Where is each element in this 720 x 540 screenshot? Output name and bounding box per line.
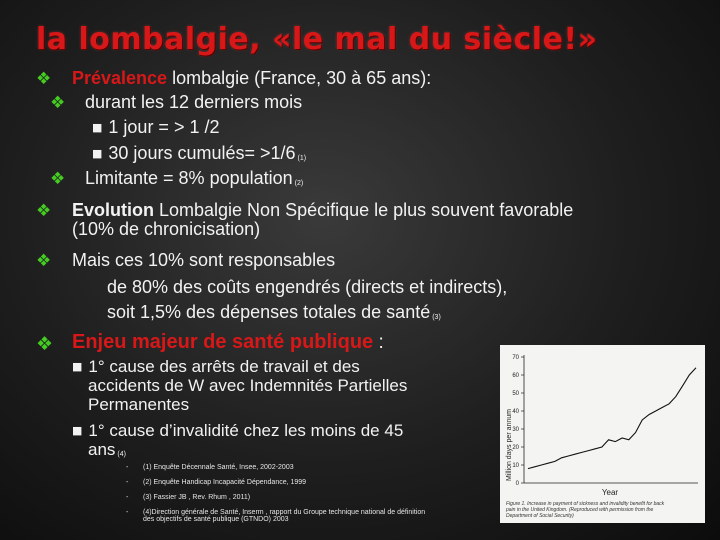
first-cause-invalidity-line-1: 1° cause d’invalidité chez les moins de … — [88, 421, 404, 440]
sub-sub-bullet-1-day: ■ 1 jour = > 1 /2 — [92, 117, 220, 138]
reference-4: (4)Direction générale de Santé, Inserm ,… — [143, 509, 426, 516]
ref-marker: (3) — [432, 314, 441, 321]
sub-bullet-first-cause-work: ■ 1° cause des arrêts de travail et des — [72, 357, 360, 377]
back-pain-benefit-chart: Million days per annum 0 10 20 30 40 50 60 70 Y… — [500, 345, 705, 523]
chart-y-tick-label: 60 — [512, 373, 519, 379]
slide-title: la lombalgie, «le mal du siècle!» — [36, 22, 598, 57]
limitante-text: Limitante = 8% population — [85, 168, 293, 188]
chart-series-line — [527, 367, 697, 470]
reference-4-cont: des objectifs de santé publique (GTNDO) … — [143, 516, 289, 523]
first-cause-work-line-2: accidents de W avec Indemnités Partielle… — [88, 376, 408, 395]
sub-bullet-first-cause-invalidity: ■ 1° cause d’invalidité chez les moins de… — [72, 421, 404, 441]
diamond-clover-icon: ❖ — [36, 69, 52, 89]
chart-y-tick-label: 30 — [512, 427, 519, 433]
chart-y-tick-label: 0 — [516, 481, 520, 487]
chart-caption-line-2: pain in the United Kingdom. (Reproduced … — [505, 507, 654, 513]
one-day-text: 1 jour = > 1 /2 — [108, 117, 220, 137]
prevalence-label: Prévalence — [72, 68, 168, 88]
ref-dash: - — [126, 464, 129, 471]
first-cause-work-line-3: Permanentes — [88, 395, 190, 414]
bullet-evolution: Evolution Lombalgie Non Spécifique le pl… — [72, 200, 574, 221]
costs-text: soit 1,5% des dépenses totales de santé — [107, 302, 431, 322]
diamond-clover-icon: ❖ — [36, 251, 52, 271]
reference-1: (1) Enquête Décennale Santé, Insee, 2002… — [143, 464, 294, 471]
chart-x-axis-label: Year — [602, 488, 619, 497]
public-health-colon: : — [373, 332, 384, 353]
diamond-clover-icon: ❖ — [36, 201, 52, 221]
reference-2: (2) Enquête Handicap Incapacité Dépendan… — [143, 479, 307, 486]
chart-svg: Million days per annum 0 10 20 30 40 50 60 70 Y… — [505, 355, 698, 519]
bullet-public-health: Enjeu majeur de santé publique : — [72, 331, 384, 354]
chart-caption-line-3: Department of Social Security) — [506, 513, 574, 519]
sub-bullet-12-months: durant les 12 derniers mois — [85, 92, 303, 112]
square-icon: ■ — [72, 360, 83, 373]
evolution-line-2: (10% de chronicisation) — [72, 219, 261, 239]
chart-y-axis-label: Million days per annum — [506, 409, 513, 481]
square-icon: ■ — [72, 424, 83, 437]
ref-dash: - — [126, 509, 129, 516]
ref-dash: - — [126, 479, 129, 486]
chart-y-tick-label: 40 — [512, 409, 519, 415]
public-health-label: Enjeu majeur de santé publique — [72, 331, 374, 353]
sub-bullet-limitante: Limitante = 8% population (2) — [85, 168, 304, 189]
evolution-label: Evolution — [72, 200, 154, 220]
bullet-costs-line-3: soit 1,5% des dépenses totales de santé(… — [107, 302, 441, 323]
chart-caption-line-1: Figure 1. Increase in payment of sicknes… — [506, 501, 665, 507]
prevalence-text: lombalgie (France, 30 à 65 ans): — [167, 68, 432, 88]
square-icon: ■ — [92, 121, 103, 134]
chart-y-tick-label: 20 — [512, 445, 519, 451]
reference-3: (3) Fassier JB , Rev. Rhum , 2011) — [143, 494, 251, 501]
invalidity-ans: ans — [88, 440, 116, 459]
chart-y-tick-label: 70 — [512, 355, 519, 361]
ref-marker: (1) — [297, 155, 307, 162]
bullet-prevalence: Prévalence lombalgie (France, 30 à 65 an… — [72, 68, 432, 89]
evolution-text: Lombalgie Non Spécifique le plus souvent… — [154, 200, 574, 220]
square-icon: ■ — [92, 147, 103, 160]
ref-marker: (2) — [294, 180, 304, 187]
first-cause-work-line-1: 1° cause des arrêts de travail et des — [88, 357, 360, 376]
bullet-costs-line-2: de 80% des coûts engendrés (directs et i… — [107, 277, 508, 297]
diamond-clover-icon: ❖ — [50, 93, 66, 113]
chart-y-tick-label: 50 — [512, 391, 519, 397]
ref-marker: (4) — [117, 451, 126, 458]
ref-dash: - — [126, 494, 129, 501]
sub-sub-bullet-30-days: ■ 30 jours cumulés= >1/6 (1) — [92, 143, 307, 164]
bullet-costs-line-1: Mais ces 10% sont responsables — [72, 250, 336, 270]
thirty-days-text: 30 jours cumulés= >1/6 — [108, 143, 296, 163]
first-cause-invalidity-line-2: ans (4) — [88, 440, 126, 460]
chart-y-tick-label: 10 — [512, 463, 519, 469]
diamond-clover-icon: ❖ — [50, 169, 66, 189]
diamond-clover-icon: ❖ — [36, 333, 54, 355]
